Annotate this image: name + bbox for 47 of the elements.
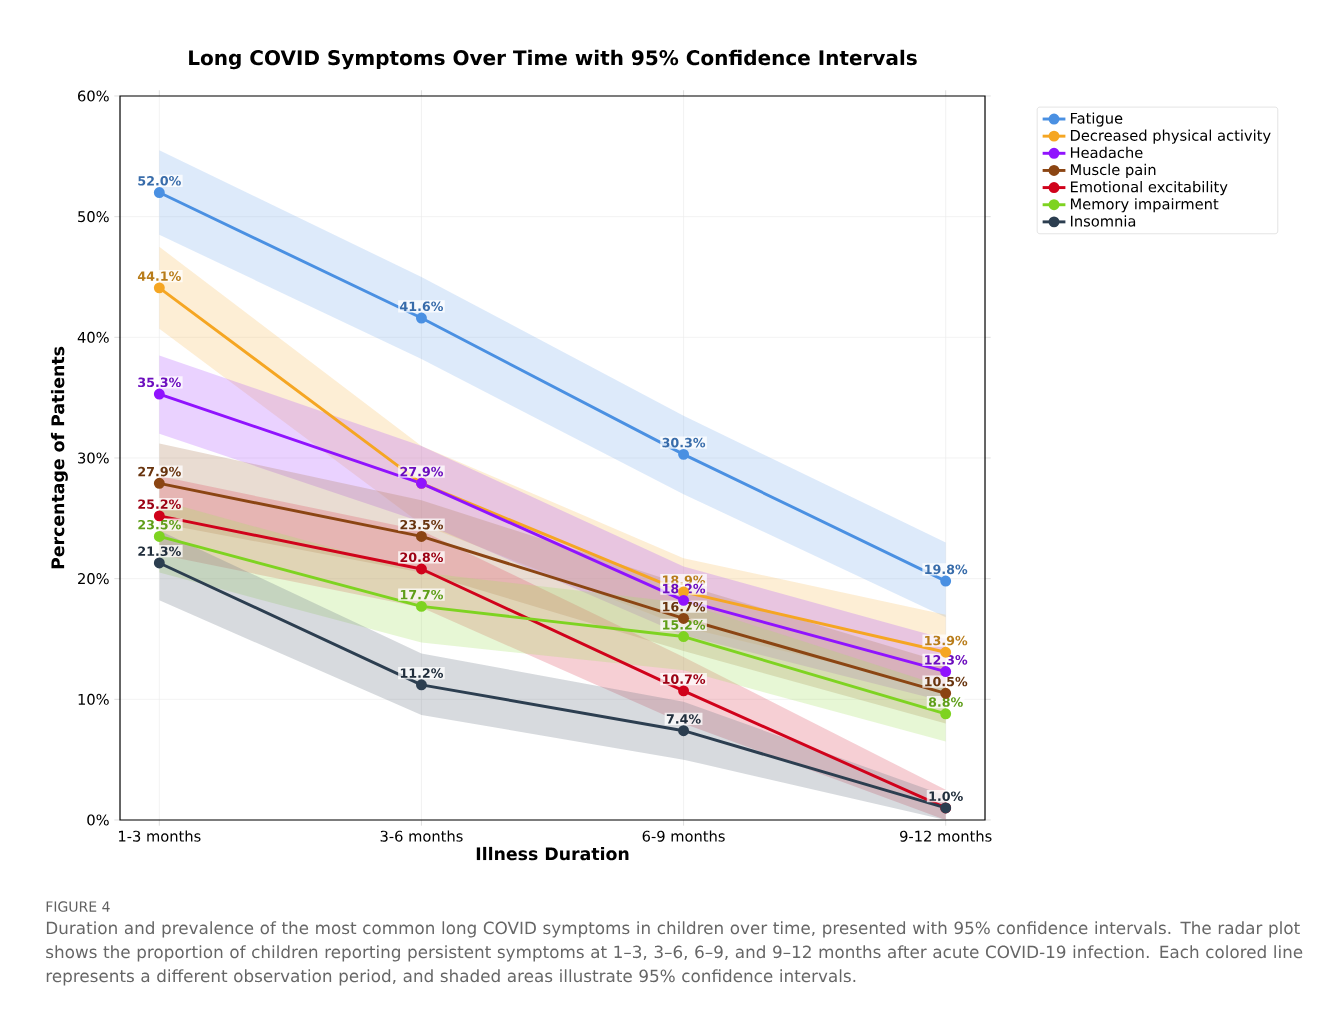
data-label: 44.1%: [137, 271, 181, 281]
legend-label: Emotional excitability: [1070, 181, 1228, 196]
data-label: 20.8%: [400, 552, 444, 563]
data-label: 1.0%: [929, 791, 963, 801]
data-label: 17.7%: [400, 589, 444, 600]
data-label: 10.7%: [663, 674, 706, 684]
legend-label: Muscle pain: [1070, 163, 1156, 179]
chart-title: Long COVID Symptoms Over Time with 95% Confidence Intervals: [189, 49, 917, 70]
data-label: 27.9%: [138, 466, 181, 477]
x-tick-label: 1-3 months: [119, 830, 201, 842]
data-label: 30.3%: [662, 437, 706, 448]
data-label: 23.5%: [138, 519, 181, 530]
data-label: 27.9%: [400, 466, 444, 477]
data-label: 35.3%: [138, 377, 181, 388]
data-label: 52.0%: [138, 175, 181, 186]
data-label: 19.8%: [925, 564, 968, 575]
y-tick-label: 0%: [87, 814, 109, 826]
legend-label: Memory impairment: [1070, 198, 1219, 213]
x-tick-label: 9-12 months: [900, 830, 992, 842]
caption: FIGURE 4: [46, 901, 110, 912]
x-axis-title: Illness Duration: [476, 846, 629, 861]
data-label: 12.3%: [925, 655, 968, 665]
text: Duration and prevalence of the most common long COVID symptoms in children over time, presented with 95% confidence intervals. The radar plot shows the proportion of children reporting persistent symptoms at 1–3, 3–6, 6–9, and 9–12 months after acute COVID-19 infection. Each colored line represents a different observation period, and shaded areas illustrate 95% confidence intervals.: [46, 921, 1303, 986]
y-tick-label: 40%: [77, 331, 109, 343]
data-label: 16.7%: [663, 601, 706, 612]
legend-label: Decreased physical activity: [1070, 129, 1271, 144]
y-tick-label: 60%: [78, 90, 109, 102]
data-label: 13.9%: [925, 635, 968, 646]
data-label: 8.8%: [928, 697, 963, 707]
y-tick-label: 30%: [78, 452, 109, 464]
x-tick-label: 3-6 months: [380, 830, 463, 842]
y-tick-label: 20%: [78, 573, 109, 585]
data-label: 7.4%: [666, 714, 701, 724]
y-tick-label: 10%: [78, 693, 109, 705]
legend-label: Fatigue: [1070, 112, 1123, 127]
data-label: 21.3%: [138, 546, 181, 557]
legend-label: Headache: [1070, 146, 1143, 159]
data-label: 10.5%: [925, 676, 968, 687]
data-label: 15.2%: [663, 620, 706, 630]
y-axis-title: Percentage of Patients: [50, 346, 68, 569]
data-label: 41.6%: [400, 301, 444, 312]
data-label: 11.2%: [400, 668, 444, 678]
data-label: 25.2%: [138, 499, 181, 509]
data-label: 23.5%: [400, 519, 444, 530]
y-tick-label: 50%: [78, 211, 109, 223]
x-tick-label: 6-9 months: [642, 830, 725, 842]
legend-label: Insomnia: [1070, 215, 1136, 227]
